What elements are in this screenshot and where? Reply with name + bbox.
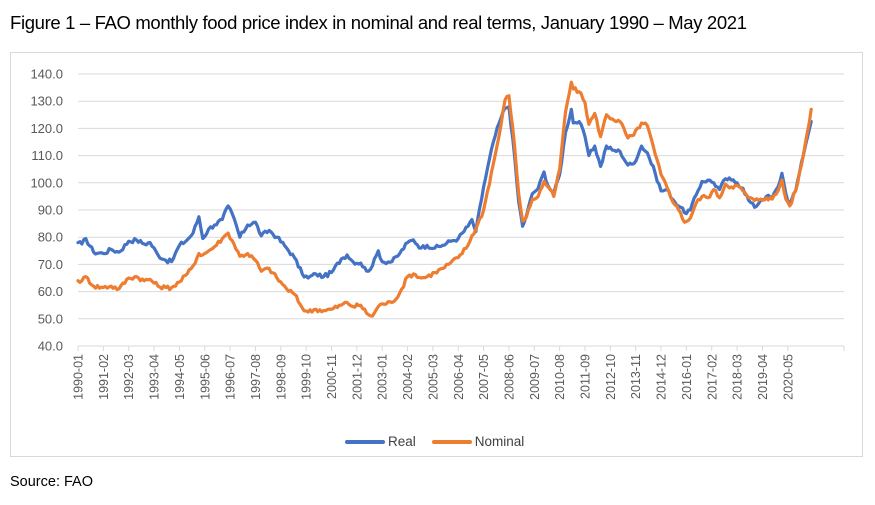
y-tick-label: 120.0 xyxy=(30,121,63,136)
x-tick-label: 1998-09 xyxy=(274,354,288,400)
x-tick-label: 2003-01 xyxy=(376,354,390,400)
y-tick-label: 130.0 xyxy=(30,94,63,109)
x-tick-label: 1997-08 xyxy=(249,354,263,400)
y-tick-label: 80.0 xyxy=(38,230,63,245)
x-tick-label: 2008-06 xyxy=(502,354,516,400)
x-tick-label: 2020-05 xyxy=(781,354,795,400)
x-axis xyxy=(77,345,845,351)
x-tick-label: 2009-07 xyxy=(528,354,542,400)
x-tick-label: 2016-01 xyxy=(680,354,694,400)
x-tick-label: 1996-07 xyxy=(224,354,238,400)
x-tick-label: 2014-12 xyxy=(655,354,669,400)
x-tick-label: 2019-04 xyxy=(756,354,770,400)
gridlines xyxy=(78,73,844,320)
legend: Real Nominal xyxy=(345,434,540,449)
y-tick-label: 70.0 xyxy=(38,257,63,272)
x-tick-label: 2007-05 xyxy=(477,354,491,400)
legend-label-nominal: Nominal xyxy=(474,434,525,449)
x-tick-label: 1995-06 xyxy=(198,354,212,400)
x-tick-label: 2005-03 xyxy=(426,354,440,400)
x-tick-label: 1990-01 xyxy=(72,354,86,400)
x-tick-label: 1999-10 xyxy=(300,354,314,400)
y-tick-label: 100.0 xyxy=(30,175,63,190)
chart-frame xyxy=(10,52,863,457)
x-tick-label: 1994-05 xyxy=(173,354,187,400)
y-tick-label: 140.0 xyxy=(30,67,63,82)
legend-item-real: Real xyxy=(345,434,416,449)
x-tick-label: 2011-09 xyxy=(579,354,593,399)
y-tick-label: 40.0 xyxy=(38,339,63,354)
x-tick-label: 2012-10 xyxy=(604,354,618,400)
figure-title: Figure 1 – FAO monthly food price index … xyxy=(10,12,747,33)
x-tick-label: 1992-03 xyxy=(122,354,136,400)
x-tick-label: 2013-11 xyxy=(629,354,643,399)
x-tick-label: 1991-02 xyxy=(97,354,111,400)
legend-swatch-nominal xyxy=(431,439,472,444)
x-tick-label: 2006-04 xyxy=(452,354,466,400)
y-axis-labels: 40.0 50.0 60.0 70.0 80.0 90.0 100.0 110.0 120.0 1… xyxy=(30,67,63,354)
y-tick-label: 50.0 xyxy=(38,311,63,326)
legend-swatch-real xyxy=(345,439,385,444)
series-line-nominal xyxy=(76,80,813,318)
series-lines xyxy=(76,80,813,318)
y-tick-label: 90.0 xyxy=(38,203,63,218)
x-tick-label: 2004-02 xyxy=(401,354,415,400)
x-axis-labels: 1990-01 1991-02 1992-03 1993-04 1994-05 1995-… xyxy=(72,354,796,400)
x-tick-label: 2018-03 xyxy=(731,354,745,400)
legend-label-real: Real xyxy=(388,434,416,449)
x-tick-label: 1993-04 xyxy=(148,354,162,400)
x-tick-label: 2017-02 xyxy=(705,354,719,400)
y-tick-label: 60.0 xyxy=(38,284,63,299)
series-line-real xyxy=(76,105,813,280)
y-tick-label: 110.0 xyxy=(31,148,63,163)
source-note: Source: FAO xyxy=(10,474,94,490)
x-tick-label: 2000-11 xyxy=(325,354,339,399)
legend-item-nominal: Nominal xyxy=(431,434,525,449)
x-tick-label: 2010-08 xyxy=(553,354,567,400)
x-tick-label: 2001-12 xyxy=(350,354,364,400)
